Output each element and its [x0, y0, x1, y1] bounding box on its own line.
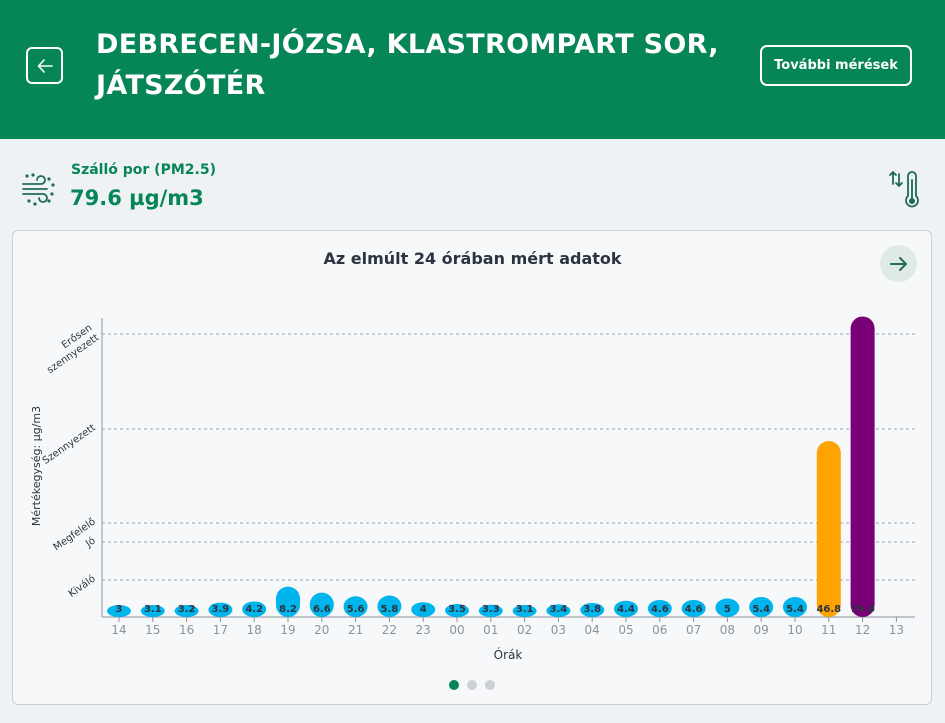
bar-value-label: 3.4: [550, 604, 568, 615]
x-tick-label: 15: [145, 623, 160, 637]
chart-bar: [309, 592, 334, 617]
chart-bar: [546, 604, 571, 617]
x-tick-label: 01: [483, 623, 498, 637]
bar-value-label: 6.6: [313, 604, 331, 615]
chart-bar: [208, 602, 233, 617]
chart-bar: [783, 597, 807, 617]
x-tick-label: 03: [551, 623, 566, 637]
pollutant-value: 79.6 µg/m3: [70, 186, 204, 210]
chart-bar: [445, 604, 469, 617]
threshold-label: Jó: [83, 535, 98, 551]
x-tick-label: 23: [416, 623, 431, 637]
chart-bar: [377, 595, 402, 617]
y-axis-label: Mértékegység: µg/m3: [30, 406, 43, 526]
bar-value-label: 5: [724, 604, 731, 615]
x-tick-label: 05: [618, 623, 633, 637]
x-tick-label: 19: [280, 623, 295, 637]
page-title: DEBRECEN-JÓZSA, KLASTROMPART SOR, JÁTSZÓ…: [96, 29, 719, 101]
bar-value-label: 5.6: [347, 604, 365, 615]
chart-bar: [478, 604, 503, 617]
chart-bar: [715, 598, 740, 617]
bar-value-label: 3.5: [448, 604, 466, 615]
bar-value-label: 3.9: [212, 604, 230, 615]
x-tick-label: 22: [382, 623, 397, 637]
chart-bar: [850, 316, 875, 617]
bar-value-label: 3.3: [482, 604, 500, 615]
x-tick-label: 08: [720, 623, 735, 637]
x-tick-label: 14: [111, 623, 126, 637]
threshold-label: Szennyezett: [41, 422, 98, 466]
x-tick-label: 10: [787, 623, 802, 637]
x-tick-label: 04: [585, 623, 600, 637]
bar-value-label: 3: [116, 604, 123, 615]
x-axis-label: Órák: [494, 647, 523, 662]
x-tick-label: 06: [652, 623, 667, 637]
chart-bar: [140, 605, 165, 617]
chart-bar: [512, 605, 537, 617]
bar-value-label: 4.6: [651, 604, 669, 615]
pollutant-name: Szálló por (PM2.5): [71, 162, 216, 178]
x-tick-label: 02: [517, 623, 532, 637]
bar-value-label: 8.2: [279, 604, 297, 615]
bar-value-label: 4: [420, 604, 427, 615]
bar-value-label: 3.1: [144, 604, 162, 615]
x-tick-label: 00: [449, 623, 464, 637]
chart-bar: [816, 441, 841, 617]
chart-bar: [411, 602, 436, 617]
chart-card: [12, 230, 932, 705]
page-header: DEBRECEN-JÓZSA, KLASTROMPART SOR, JÁTSZÓ…: [0, 0, 945, 139]
chart-bar: [614, 600, 638, 617]
chart-bar: [174, 605, 199, 617]
bar-value-label: 3.1: [516, 604, 534, 615]
bar-value-label: 4.6: [685, 604, 703, 615]
x-tick-label: 07: [686, 623, 701, 637]
next-chart-button[interactable]: [880, 245, 917, 282]
bar-value-label: 3.2: [178, 604, 196, 615]
thermometer-arrows-icon[interactable]: [888, 168, 924, 210]
threshold-label: Erősenszennyezett: [38, 322, 101, 376]
bar-value-label: 3.8: [583, 604, 601, 615]
chart-bar: [242, 601, 267, 617]
chart-bar: [343, 596, 368, 617]
bar-value-label: 4.4: [617, 604, 635, 615]
x-tick-label: 16: [179, 623, 194, 637]
chart-bar: [107, 605, 131, 617]
x-tick-label: 13: [889, 623, 904, 637]
bar-value-label: 5.4: [752, 604, 770, 615]
x-tick-label: 11: [821, 623, 836, 637]
chart-bar: [580, 602, 605, 617]
chart-bar: [276, 586, 300, 617]
pagination-dot[interactable]: [467, 680, 477, 690]
back-button[interactable]: [26, 47, 63, 84]
bar-value-label: 5.8: [381, 604, 399, 615]
chart-bar: [681, 599, 706, 617]
x-tick-label: 09: [754, 623, 769, 637]
x-tick-label: 21: [348, 623, 363, 637]
chart-bar: [647, 599, 672, 617]
x-tick-label: 12: [855, 623, 870, 637]
arrow-left-icon: [37, 58, 53, 73]
arrow-right-icon: [889, 256, 907, 271]
bar-value-label: 79.6: [850, 604, 875, 615]
bar-value-label: 5.4: [786, 604, 804, 615]
chart-bar: [749, 597, 774, 617]
wind-dust-icon: [22, 173, 55, 206]
bar-value-label: 4.2: [245, 604, 263, 615]
bar-value-label: 46.8: [816, 604, 841, 615]
threshold-label: Kiváló: [66, 573, 98, 600]
x-tick-label: 20: [314, 623, 329, 637]
x-tick-label: 18: [247, 623, 262, 637]
more-measurements-button[interactable]: További mérések: [760, 45, 912, 86]
pagination-dot[interactable]: [449, 680, 459, 690]
chart-title: Az elmúlt 24 órában mért adatok: [323, 249, 622, 268]
x-tick-label: 17: [213, 623, 228, 637]
pagination-dot[interactable]: [485, 680, 495, 690]
